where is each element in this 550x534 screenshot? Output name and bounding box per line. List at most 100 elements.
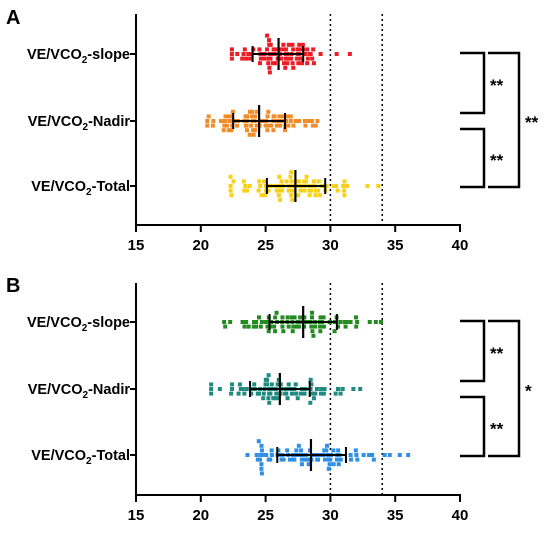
data-point	[371, 457, 376, 462]
data-point	[322, 457, 327, 462]
data-point	[318, 391, 323, 396]
data-point	[294, 391, 299, 396]
data-point	[229, 128, 234, 133]
data-point	[241, 179, 246, 184]
x-tick-label: 25	[257, 237, 274, 254]
data-point	[397, 453, 402, 457]
data-point	[285, 56, 290, 61]
data-point	[277, 174, 282, 179]
data-points	[229, 33, 352, 75]
data-point	[266, 396, 271, 401]
data-point	[308, 52, 313, 56]
data-point	[266, 123, 271, 128]
data-point	[262, 193, 267, 198]
data-point	[307, 457, 312, 462]
data-point	[229, 382, 234, 387]
category-label: VE/VCO2-Nadir	[28, 114, 131, 133]
data-point	[267, 70, 272, 75]
data-point	[269, 123, 274, 128]
data-point	[235, 123, 240, 128]
data-point	[342, 179, 347, 184]
data-points	[245, 439, 411, 476]
data-point	[291, 457, 296, 462]
data-point	[244, 123, 249, 128]
data-point	[354, 315, 359, 320]
data-point	[335, 387, 340, 391]
data-point	[269, 382, 274, 387]
data-point	[296, 193, 301, 198]
data-point	[229, 193, 234, 198]
data-point	[370, 453, 375, 457]
data-point	[276, 193, 281, 198]
data-point	[276, 377, 281, 382]
data-point	[205, 123, 210, 128]
data-point	[257, 61, 262, 66]
data-point	[314, 188, 319, 193]
data-point	[318, 315, 323, 320]
data-point	[263, 377, 268, 382]
data-point	[285, 61, 290, 66]
significance-bracket	[460, 395, 486, 458]
data-point	[342, 188, 347, 193]
data-point	[254, 453, 259, 457]
data-point	[278, 123, 283, 128]
data-point	[281, 457, 286, 462]
data-point	[355, 457, 360, 462]
data-point	[274, 188, 279, 193]
data-point	[269, 448, 274, 453]
data-point	[311, 333, 316, 338]
x-tick-label: 20	[192, 237, 209, 254]
data-point	[273, 61, 278, 66]
data-point	[335, 188, 340, 193]
data-point	[241, 52, 246, 56]
category-label: VE/VCO2-Nadir	[28, 382, 131, 401]
x-tick-label: 20	[192, 507, 209, 524]
data-point	[300, 61, 305, 66]
data-point	[298, 56, 303, 61]
data-point	[242, 324, 247, 329]
data-point	[354, 324, 359, 329]
data-point	[286, 382, 291, 387]
data-point	[242, 47, 247, 52]
significance-bracket	[460, 51, 486, 115]
data-point	[289, 170, 294, 175]
data-point	[302, 315, 307, 320]
data-point	[382, 453, 387, 457]
data-point	[267, 38, 272, 43]
data-point	[290, 197, 295, 202]
data-point	[257, 47, 262, 52]
panel-letter: B	[6, 275, 20, 297]
data-point	[218, 119, 223, 123]
data-point	[361, 453, 366, 457]
data-point	[243, 184, 248, 188]
data-point	[294, 56, 299, 61]
data-point	[354, 453, 359, 457]
data-point	[302, 179, 307, 184]
data-point	[348, 457, 353, 462]
data-point	[263, 184, 268, 188]
data-point	[365, 184, 370, 188]
data-point	[313, 123, 318, 128]
data-point	[313, 193, 318, 198]
data-point	[289, 56, 294, 61]
data-point	[290, 42, 295, 47]
data-points	[228, 170, 381, 202]
data-point	[246, 52, 251, 56]
data-point	[275, 382, 280, 387]
panel-b: B 15 20 25 30 35 40 VE/VCO2-slope VE/VCO2-Nadir V…	[6, 275, 532, 524]
data-point	[322, 387, 327, 391]
data-point	[325, 443, 330, 448]
data-point	[277, 47, 282, 52]
data-point	[269, 453, 274, 457]
data-point	[310, 56, 315, 61]
data-point	[317, 193, 322, 198]
data-point	[286, 123, 291, 128]
data-point	[222, 119, 227, 123]
data-point	[326, 466, 331, 471]
data-point	[284, 47, 289, 52]
data-point	[222, 320, 227, 324]
panel-letter: A	[6, 7, 20, 29]
data-point	[254, 109, 259, 114]
data-point	[334, 52, 339, 56]
